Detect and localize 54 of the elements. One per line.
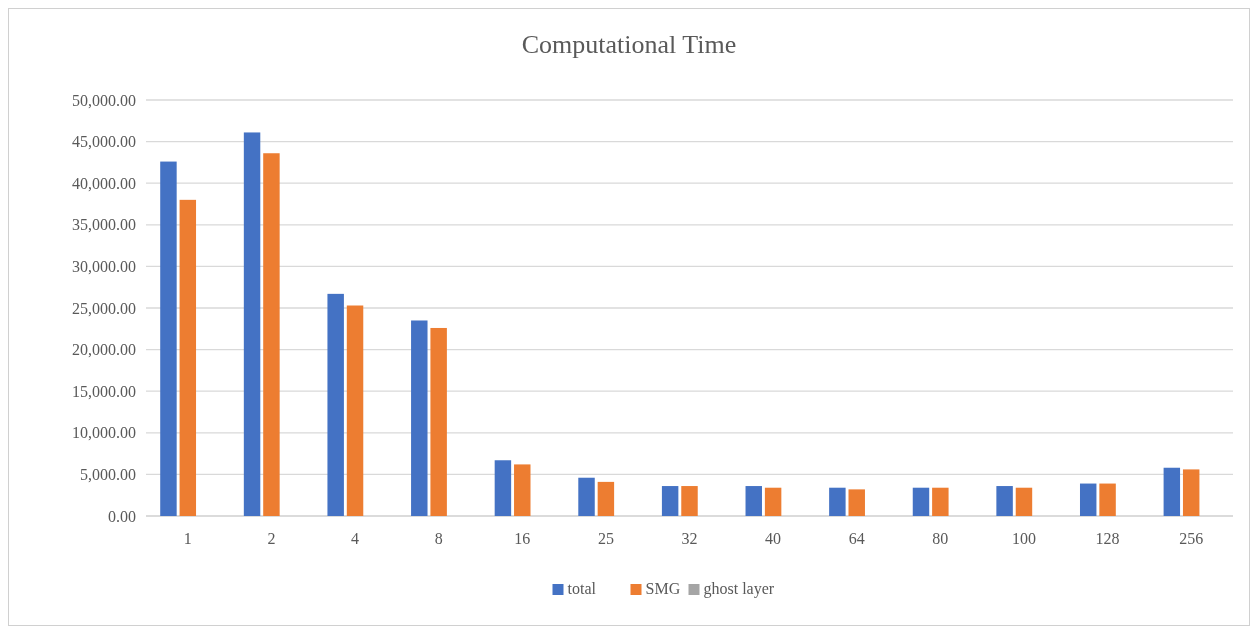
bar bbox=[848, 489, 865, 516]
y-tick-label: 5,000.00 bbox=[80, 466, 136, 483]
bar bbox=[430, 327, 447, 516]
bar bbox=[681, 486, 698, 516]
bar bbox=[494, 460, 512, 516]
bar bbox=[578, 477, 595, 516]
x-tick-label: 64 bbox=[848, 530, 865, 547]
bar bbox=[764, 487, 782, 516]
x-tick-label: 100 bbox=[1011, 530, 1036, 547]
y-tick-label: 10,000.00 bbox=[72, 424, 136, 442]
legend-label: SMG bbox=[645, 580, 681, 597]
x-tick-label: 32 bbox=[681, 530, 698, 547]
bar bbox=[745, 486, 762, 516]
bar bbox=[1015, 487, 1033, 516]
x-tick-label: 256 bbox=[1179, 530, 1204, 547]
x-tick-label: 80 bbox=[932, 530, 949, 547]
x-tick-label: 40 bbox=[765, 530, 782, 547]
bar bbox=[514, 464, 531, 516]
bar bbox=[160, 161, 177, 516]
bar bbox=[661, 486, 679, 516]
y-tick-label: 35,000.00 bbox=[72, 216, 136, 234]
bar bbox=[243, 132, 261, 516]
legend-label: total bbox=[567, 580, 597, 597]
y-tick-label: 0.00 bbox=[108, 507, 136, 525]
y-tick-label: 15,000.00 bbox=[72, 382, 136, 400]
bar bbox=[411, 320, 428, 516]
x-tick-label: 4 bbox=[351, 530, 360, 547]
x-tick-label: 128 bbox=[1095, 530, 1120, 547]
legend-label: ghost layer bbox=[703, 580, 775, 598]
bar bbox=[597, 481, 615, 516]
y-tick-label: 30,000.00 bbox=[72, 258, 136, 275]
x-tick-label: 8 bbox=[434, 530, 443, 547]
y-tick-label: 40,000.00 bbox=[72, 174, 136, 192]
bar bbox=[1079, 483, 1097, 516]
y-tick-label: 20,000.00 bbox=[72, 341, 136, 359]
x-tick-label: 2 bbox=[267, 530, 276, 547]
chart-title: Computational Time bbox=[521, 30, 737, 59]
x-tick-label: 25 bbox=[597, 530, 614, 547]
bar bbox=[912, 487, 930, 516]
y-tick-label: 25,000.00 bbox=[72, 299, 136, 317]
bar bbox=[1182, 469, 1200, 516]
bar bbox=[263, 153, 280, 516]
bar bbox=[829, 487, 846, 516]
x-tick-label: 16 bbox=[514, 530, 531, 547]
bar bbox=[996, 486, 1013, 516]
y-tick-label: 50,000.00 bbox=[72, 91, 136, 109]
bar bbox=[932, 487, 949, 516]
y-tick-label: 45,000.00 bbox=[72, 133, 136, 151]
bar bbox=[179, 199, 197, 516]
x-tick-label: 1 bbox=[183, 530, 192, 547]
bar bbox=[327, 293, 344, 516]
bar bbox=[1163, 467, 1181, 516]
bar bbox=[346, 305, 364, 516]
bar bbox=[1099, 483, 1116, 516]
